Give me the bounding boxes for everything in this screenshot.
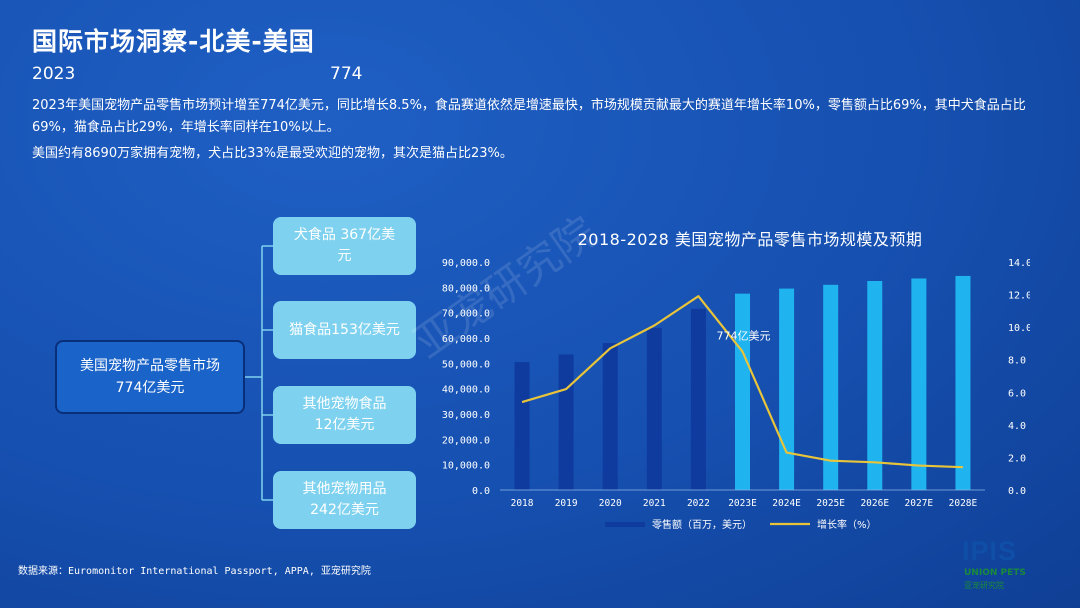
tree-child-box: 其他宠物食品 12亿美元 (273, 386, 416, 444)
y-right-tick-label: 12.0 (1008, 291, 1030, 302)
y-left-tick-label: 80,000.0 (442, 283, 490, 294)
bar-retail-sales (558, 354, 574, 490)
legend-swatch-bar (605, 522, 645, 527)
tree-child-label: 12亿美元 (314, 417, 375, 433)
bar-retail-sales (646, 327, 662, 490)
logo-sub-text: UNION PETS (964, 568, 1026, 578)
chart-title: 2018-2028 美国宠物产品零售市场规模及预期 (577, 230, 923, 249)
annotation-label: 774亿美元 (717, 330, 771, 343)
tree-root-box: 美国宠物产品零售市场 774亿美元 (55, 340, 245, 414)
bar-retail-sales (955, 275, 971, 490)
logo-sub2-text: 亚宠研究院 (964, 581, 1004, 590)
tree-child-label: 犬食品 367亿美 (293, 227, 396, 243)
tree-child-box: 犬食品 367亿美 元 (273, 217, 416, 275)
x-tick-label: 2028E (949, 498, 978, 509)
x-tick-label: 2021 (643, 498, 666, 509)
summary-paragraph: 2023年美国宠物产品零售市场预计增至774亿美元，同比增长8.5%，食品赛道依… (32, 98, 1026, 135)
y-right-tick-label: 4.0 (1008, 421, 1026, 432)
x-tick-label: 2023E (728, 498, 757, 509)
y-left-tick-label: 40,000.0 (442, 385, 490, 396)
y-right-tick-label: 0.0 (1008, 486, 1026, 497)
summary-paragraph: 美国约有8690万家拥有宠物，犬占比33%是最受欢迎的宠物，其次是猫占比23%。 (32, 146, 513, 161)
y-left-tick-label: 20,000.0 (442, 435, 490, 446)
bar-retail-sales (823, 284, 839, 490)
legend-label-bar: 零售额（百万，美元） (652, 518, 752, 531)
bar-retail-sales (867, 281, 883, 490)
bar-retail-sales (735, 293, 750, 490)
y-right-tick-label: 6.0 (1008, 388, 1026, 399)
x-tick-label: 2020 (599, 498, 622, 509)
tree-child-label: 元 (337, 248, 352, 264)
y-right-tick-label: 10.0 (1008, 323, 1030, 334)
bar-retail-sales (602, 343, 618, 490)
source-note: 数据来源：Euromonitor International Passport,… (18, 566, 371, 577)
y-right-tick-label: 2.0 (1008, 453, 1026, 464)
tree-child-box: 其他宠物用品 242亿美元 (273, 471, 416, 529)
y-left-tick-label: 60,000.0 (442, 334, 490, 345)
x-tick-label: 2026E (860, 498, 889, 509)
bar-retail-sales (514, 362, 530, 490)
legend-label-line: 增长率（%） (817, 518, 877, 531)
y-left-tick-label: 30,000.0 (442, 410, 490, 421)
brand-logo: IPIS UNION PETS 亚宠研究院 (962, 536, 1062, 596)
tree-child-label: 猫食品153亿美元 (289, 321, 400, 338)
y-left-tick-label: 0.0 (472, 486, 490, 497)
page-title: 国际市场洞察-北美-美国 (32, 27, 315, 56)
x-tick-label: 2027E (905, 498, 934, 509)
x-tick-label: 2018 (511, 498, 534, 509)
y-left-tick-label: 70,000.0 (442, 309, 490, 320)
x-tick-label: 2019 (555, 498, 578, 509)
bar-retail-sales (690, 308, 706, 490)
stat-value: 774 (330, 64, 363, 84)
bar-retail-sales (911, 278, 927, 490)
y-left-tick-label: 10,000.0 (442, 461, 490, 472)
y-right-tick-label: 8.0 (1008, 356, 1026, 367)
tree-root-label: 美国宠物产品零售市场 (80, 358, 220, 374)
x-tick-label: 2025E (816, 498, 845, 509)
tree-child-label: 其他宠物用品 (302, 481, 387, 497)
x-tick-label: 2024E (772, 498, 801, 509)
y-left-tick-label: 90,000.0 (442, 258, 490, 269)
tree-child-box: 猫食品153亿美元 (273, 301, 416, 359)
y-left-tick-label: 50,000.0 (442, 359, 490, 370)
bar-retail-sales (779, 288, 795, 490)
y-right-tick-label: 14.0 (1008, 258, 1030, 269)
tree-root-value: 774亿美元 (115, 380, 185, 396)
tree-child-label: 其他宠物食品 (302, 396, 387, 412)
logo-main-text: IPIS (962, 536, 1018, 566)
stat-year: 2023 (32, 64, 76, 84)
retail-market-chart: 0.0 10,000.0 20,000.0 30,000.0 40,000.0 50,00… (442, 258, 1030, 531)
x-tick-label: 2022 (687, 498, 710, 509)
tree-child-label: 242亿美元 (310, 502, 379, 518)
